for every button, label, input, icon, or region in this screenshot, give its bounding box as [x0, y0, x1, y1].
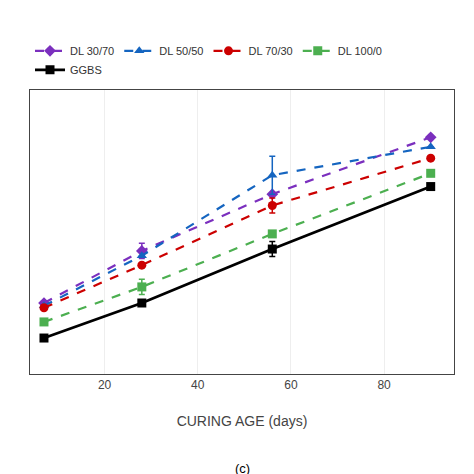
svg-text:80: 80	[377, 378, 391, 392]
svg-text:40: 40	[191, 378, 205, 392]
svg-text:CURING AGE (days): CURING AGE (days)	[177, 413, 308, 429]
svg-text:DL 100/0: DL 100/0	[338, 45, 382, 57]
svg-text:DL 70/30: DL 70/30	[249, 45, 293, 57]
svg-text:60: 60	[284, 378, 298, 392]
svg-text:DL 30/70: DL 30/70	[70, 45, 114, 57]
svg-text:DL 50/50: DL 50/50	[159, 45, 203, 57]
svg-text:20: 20	[98, 378, 112, 392]
svg-text:GGBS: GGBS	[70, 64, 102, 76]
svg-text:(c): (c)	[235, 461, 250, 474]
